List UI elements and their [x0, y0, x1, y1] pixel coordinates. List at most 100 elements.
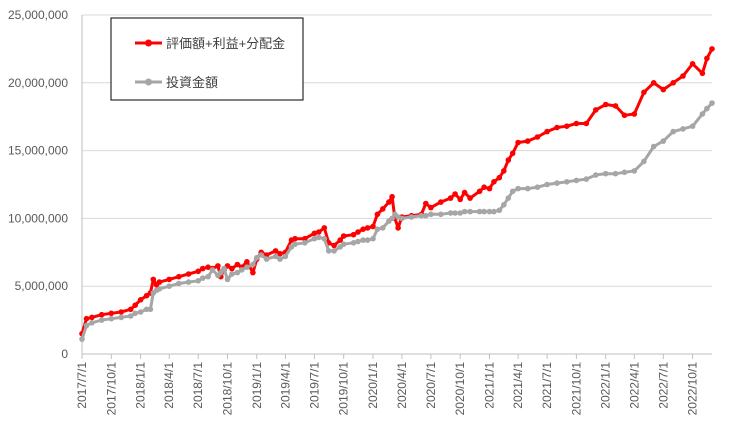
series-valuation-point	[316, 229, 322, 235]
series-investment-point	[496, 207, 503, 214]
series-investment-point	[258, 252, 265, 258]
series-investment-point	[79, 336, 85, 342]
series-valuation-point	[199, 265, 206, 272]
series-investment-point	[364, 237, 371, 243]
series-lines	[79, 46, 715, 342]
series-investment-point	[428, 211, 434, 218]
series-investment	[79, 100, 715, 342]
series-valuation-point	[650, 80, 657, 86]
series-investment-point	[244, 264, 250, 271]
series-valuation-point	[89, 314, 95, 321]
series-investment-point	[660, 138, 667, 144]
x-tick-label: 2018/10/1	[220, 362, 234, 416]
x-tick-label: 2019/4/1	[278, 362, 292, 409]
series-investment-point	[670, 128, 676, 135]
series-investment-point	[389, 215, 395, 222]
series-investment-point	[350, 240, 357, 246]
series-valuation-point	[395, 225, 401, 231]
series-investment-point	[250, 261, 256, 268]
series-valuation-point	[544, 128, 550, 135]
series-investment-point	[418, 212, 425, 219]
series-investment-point	[573, 177, 580, 184]
series-valuation-point	[670, 80, 676, 86]
x-tick-label: 2022/1/1	[599, 362, 613, 409]
series-valuation-point	[292, 235, 298, 242]
series-valuation-point	[386, 199, 392, 205]
series-valuation-point	[501, 168, 507, 174]
series-valuation-point	[680, 73, 686, 79]
series-valuation-point	[350, 231, 357, 238]
series-valuation-point	[355, 229, 361, 235]
series-investment-point	[374, 226, 381, 232]
series-investment-point	[476, 208, 483, 215]
series-investment-point	[311, 235, 318, 242]
x-tick-label: 2021/1/1	[482, 362, 496, 409]
y-tick-label: 0	[61, 347, 68, 361]
series-investment-point	[515, 185, 521, 192]
series-valuation-point	[612, 103, 619, 109]
x-tick-label: 2018/4/1	[162, 362, 176, 409]
series-investment-point	[321, 235, 328, 242]
series-valuation-point	[176, 273, 182, 280]
series-investment-point	[205, 273, 211, 280]
series-valuation-point	[505, 157, 512, 163]
series-investment-point	[447, 210, 454, 216]
x-tick-label: 2021/7/1	[540, 362, 554, 409]
series-investment-point	[221, 265, 227, 272]
series-investment-point	[680, 126, 686, 132]
series-investment-point	[277, 256, 283, 262]
series-valuation-point	[447, 195, 454, 201]
x-tick-label: 2021/4/1	[511, 362, 525, 409]
series-investment-point	[602, 170, 609, 177]
series-valuation-point	[428, 204, 434, 211]
series-investment-point	[689, 123, 696, 129]
series-investment-point	[452, 210, 458, 216]
series-valuation-point	[602, 101, 609, 108]
series-investment-point	[302, 240, 308, 246]
series-investment-point	[331, 248, 337, 254]
x-tick-label: 2022/10/1	[686, 362, 700, 416]
x-tick-label: 2018/7/1	[191, 362, 205, 409]
x-tick-label: 2019/7/1	[307, 362, 321, 409]
series-valuation-point	[621, 112, 628, 119]
series-investment-point	[461, 208, 468, 215]
series-investment-point	[147, 306, 154, 313]
series-valuation-point	[229, 265, 235, 272]
series-valuation-point	[496, 174, 503, 181]
series-investment-point	[282, 253, 289, 260]
series-investment-point	[501, 202, 507, 208]
legend-investment-label: 投資金額	[166, 75, 218, 90]
series-valuation-point	[108, 310, 115, 317]
legend-valuation-label: 評価額+利益+分配金	[166, 36, 285, 51]
series-investment-point	[438, 211, 444, 218]
series-investment-point	[325, 248, 332, 254]
series-valuation-point	[127, 306, 134, 313]
y-tick-label: 10,000,000	[8, 211, 68, 225]
legend-investment-marker	[145, 78, 152, 86]
series-valuation-point	[491, 179, 497, 185]
series-investment-point	[199, 275, 206, 281]
series-investment-point	[544, 181, 550, 188]
series-valuation-point	[156, 279, 163, 285]
series-valuation-point	[380, 206, 386, 212]
series-valuation-point	[337, 237, 344, 243]
series-valuation	[79, 46, 715, 337]
series-valuation-point	[98, 311, 105, 318]
series-valuation-point	[515, 139, 521, 146]
series-investment-point	[709, 100, 715, 106]
series-investment-point	[486, 208, 493, 215]
series-investment-point	[408, 214, 415, 220]
y-tick-label: 20,000,000	[8, 76, 68, 90]
x-tick-label: 2020/4/1	[395, 362, 409, 409]
series-valuation-point	[132, 302, 138, 309]
series-valuation-point	[83, 315, 90, 322]
series-investment-point	[509, 188, 516, 195]
series-investment-point	[423, 212, 429, 219]
series-investment-point	[467, 208, 473, 215]
series-investment-point	[218, 269, 224, 276]
series-valuation-point	[554, 124, 560, 131]
series-investment-point	[137, 309, 144, 315]
series-valuation-point	[641, 89, 647, 96]
series-investment-point	[583, 176, 590, 182]
series-investment-point	[89, 320, 95, 326]
